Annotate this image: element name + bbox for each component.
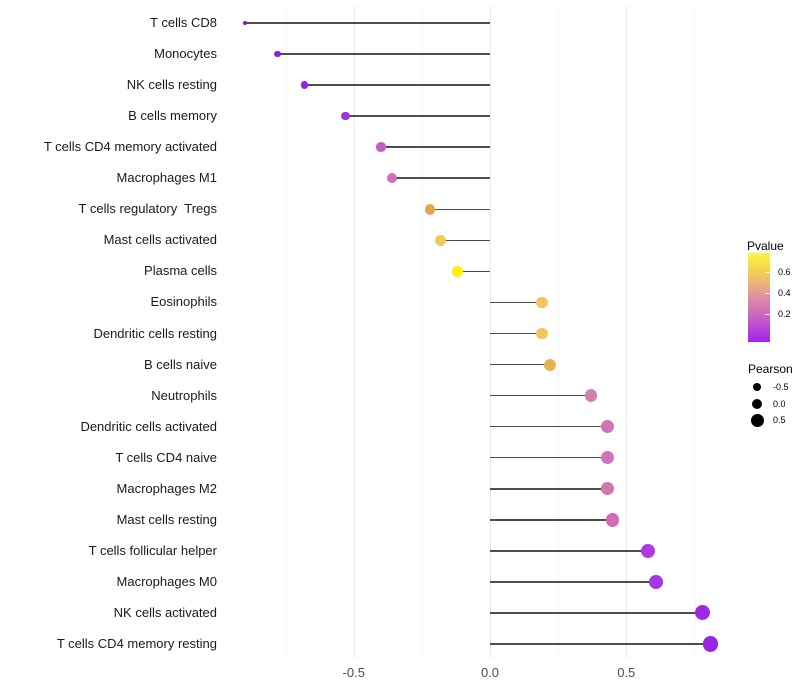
row-label: Dendritic cells activated [80,418,217,434]
lollipop-stem [430,208,490,211]
lollipop-dot [242,20,247,26]
row-label: Mast cells activated [103,232,217,248]
colorbar-tick-label: 0.2 [778,308,791,319]
pvalue-colorbar [748,253,770,342]
lollipop-dot [600,420,614,434]
row-label: Plasma cells [144,263,217,279]
lollipop-stem [490,425,608,428]
lollipop-dot [543,358,556,371]
lollipop-dot [435,234,447,246]
row-label: T cells CD4 memory resting [56,636,217,651]
lollipop-dot [341,111,350,121]
x-tick-label: 0.0 [480,665,500,680]
lollipop-stem [391,177,490,180]
lollipop-dot [451,265,464,278]
row-label: NK cells resting [126,77,217,93]
lollipop-dot [274,50,281,58]
pearson-size-dot [750,413,764,427]
row-label: Macrophages M2 [116,480,217,496]
lollipop-stem [490,519,613,521]
gridline [421,6,423,658]
lollipop-dot [600,482,614,496]
row-label: Monocytes [154,46,217,62]
lollipop-dot [376,142,386,152]
lollipop-stem [490,394,591,397]
lollipop-stem [490,643,711,645]
lollipop-stem [440,239,490,242]
pearson-size-label: 0.0 [773,399,786,409]
gridline [490,6,491,658]
lollipop-dot [649,574,664,589]
lollipop-dot [584,389,598,402]
lollipop-stem [490,456,608,459]
colorbar-tick-label: 0.6 [778,266,791,277]
pearson-size-dot [753,383,761,391]
lollipop-dot [386,173,397,184]
lollipop-dot [702,636,719,652]
lollipop-stem [304,84,490,86]
lollipop-dot [641,543,656,558]
lollipop-stem [490,612,703,614]
lollipop-stem [490,332,542,335]
pearson-size-label: 0.5 [773,415,786,425]
row-label: Mast cells resting [116,511,217,527]
row-label: Macrophages M1 [116,170,217,186]
colorbar-tick-mark [765,293,770,295]
lollipop-dot [600,451,614,465]
lollipop-stem [457,270,490,273]
row-label: Dendritic cells resting [93,325,217,341]
lollipop-stem [490,550,649,552]
row-label: T cells CD8 [150,15,217,30]
row-label: T cells follicular helper [88,542,217,558]
lollipop-dot [300,81,309,89]
row-label: Macrophages M0 [116,573,217,589]
lollipop-dot [695,605,711,621]
lollipop-stem [490,581,657,583]
pvalue-legend-title: Pvalue [747,239,784,253]
colorbar-tick-mark [765,271,770,273]
lollipop-stem [345,115,490,117]
lollipop-stem [277,53,490,55]
gridline [558,6,560,658]
row-label: Neutrophils [151,387,217,403]
lollipop-stem [381,146,490,148]
colorbar-tick-label: 0.4 [778,288,791,299]
row-label: NK cells activated [113,604,217,620]
colorbar-tick-mark [765,313,770,315]
gridline [694,6,696,658]
lollipop-stem [490,301,542,304]
x-tick-label: 0.5 [617,665,636,680]
lollipop-stem [244,22,490,24]
gridline [285,6,287,658]
x-tick-label: -0.5 [342,665,365,680]
row-label: T cells CD4 naive [115,449,217,465]
lollipop-dot [605,513,620,527]
lollipop-dot [424,204,436,215]
lollipop-stem [490,363,550,366]
pearson-legend-title: Pearson [748,362,793,376]
lollipop-dot [536,296,548,309]
row-label: Eosinophils [150,294,218,310]
pearson-size-label: -0.5 [773,382,789,392]
row-label: B cells naive [144,356,217,372]
gridline [626,6,628,658]
row-label: T cells regulatory Tregs [78,201,217,217]
pearson-size-dot [751,398,763,410]
row-label: B cells memory [128,108,217,124]
lollipop-dot [536,327,548,340]
row-label: T cells CD4 memory activated [43,139,217,155]
gridline [353,6,355,658]
lollipop-stem [490,487,608,490]
